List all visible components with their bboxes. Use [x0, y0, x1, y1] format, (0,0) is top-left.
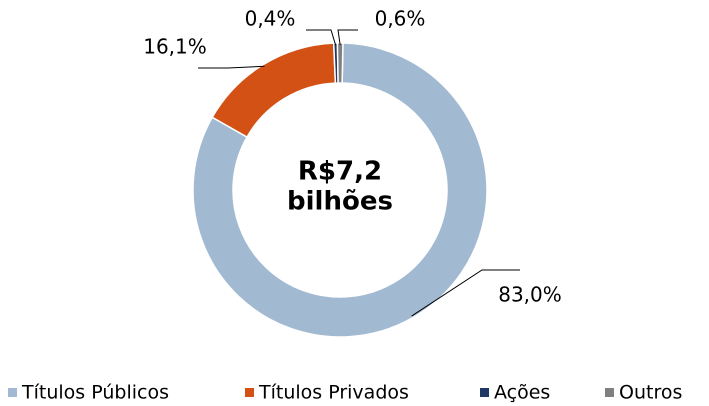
center-text: bilhões: [287, 187, 393, 217]
data-label: 0,4%: [245, 7, 296, 31]
donut-slice: [336, 42, 344, 84]
legend-swatch: [245, 388, 254, 397]
donut-slice: [192, 42, 488, 338]
center-text: R$7,2: [298, 157, 382, 187]
donut-slice: [211, 42, 337, 139]
legend-label: Títulos Privados: [258, 382, 409, 404]
data-label: 0,6%: [375, 7, 426, 31]
legend-swatch: [480, 388, 489, 397]
data-label: 83,0%: [498, 283, 562, 307]
legend-swatch: [605, 388, 614, 397]
legend-swatch: [8, 388, 17, 397]
legend-label: Ações: [494, 382, 550, 404]
data-label: 16,1%: [143, 35, 207, 59]
leader-line: [337, 29, 358, 46]
leader-line: [411, 269, 520, 317]
leader-line: [198, 65, 265, 69]
leader-line: [306, 29, 337, 46]
legend-label: Títulos Públicos: [21, 382, 169, 404]
legend-label: Outros: [619, 382, 682, 404]
